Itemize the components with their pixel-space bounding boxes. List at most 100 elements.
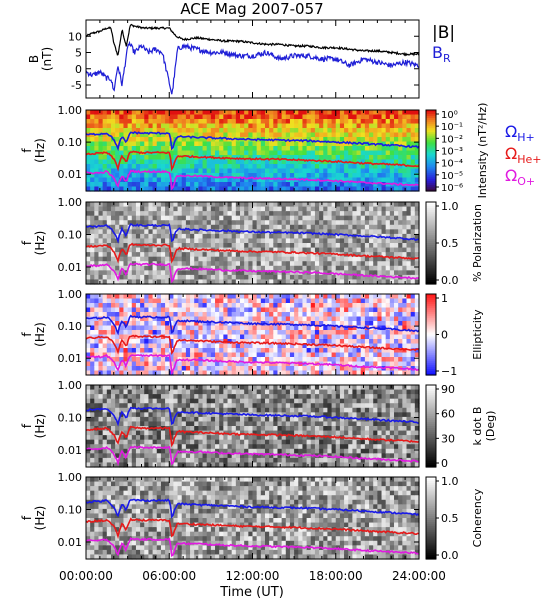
spectrogram-cell: [252, 211, 258, 217]
spectrogram-cell: [173, 173, 179, 179]
spectrogram-cell: [140, 279, 145, 285]
spectrogram-cell: [331, 132, 337, 138]
spectrogram-cell: [269, 330, 274, 336]
spectrogram-cell: [414, 150, 420, 156]
spectrogram-cell: [373, 146, 378, 152]
spectrogram-cell: [144, 412, 150, 418]
spectrogram-cell: [206, 343, 212, 349]
spectrogram-cell: [235, 177, 241, 183]
spectrogram-cell: [369, 182, 374, 188]
spectrogram-cell: [98, 298, 104, 304]
spectrogram-cell: [202, 132, 208, 138]
colorbar-cell: [426, 245, 436, 248]
spectrogram-cell: [198, 256, 204, 262]
spectrogram-cell: [302, 123, 308, 129]
spectrogram-cell: [310, 330, 316, 336]
spectrogram-cell: [144, 177, 150, 183]
spectrogram-cell: [294, 339, 299, 345]
spectrogram-cell: [131, 238, 137, 244]
spectrogram-cell: [273, 141, 279, 147]
spectrogram-cell: [294, 348, 299, 354]
spectrogram-cell: [98, 370, 104, 376]
spectrogram-cell: [215, 238, 220, 244]
spectrogram-cell: [102, 403, 108, 409]
spectrogram-cell: [144, 206, 150, 212]
colorbar-cell: [426, 210, 436, 213]
spectrogram-cell: [102, 123, 108, 129]
spectrogram-cell: [156, 348, 162, 354]
spectrogram-cell: [323, 357, 329, 363]
spectrogram-cell: [185, 261, 191, 267]
spectrogram-cell: [294, 294, 299, 300]
spectrogram-cell: [119, 168, 125, 174]
spectrogram-cell: [165, 114, 170, 120]
spectrogram-cell: [140, 389, 145, 395]
spectrogram-cell: [140, 164, 145, 170]
spectrogram-cell: [360, 321, 366, 327]
spectrogram-cell: [98, 114, 104, 120]
spectrogram-cell: [331, 348, 337, 354]
spectrogram-cell: [410, 168, 416, 174]
spectrogram-cell: [356, 224, 362, 230]
spectrogram-cell: [185, 182, 191, 188]
spectrogram-cell: [177, 206, 183, 212]
spectrogram-cell: [210, 298, 216, 304]
spectrogram-cell: [260, 146, 266, 152]
spectrogram-cell: [198, 330, 204, 336]
spectrogram-cell: [86, 256, 91, 262]
spectrogram-cell: [165, 416, 170, 423]
spectrogram-cell: [127, 339, 133, 345]
spectrogram-cell: [331, 370, 337, 376]
spectrogram-cell: [177, 385, 183, 391]
spectrogram-cell: [131, 186, 137, 192]
spectrogram-cell: [314, 261, 320, 267]
spectrogram-cell: [319, 173, 324, 179]
spectrogram-cell: [369, 330, 374, 336]
spectrogram-cell: [344, 370, 349, 376]
spectrogram-cell: [352, 177, 358, 183]
spectrogram-cell: [335, 141, 341, 147]
spectrogram-cell: [115, 352, 120, 358]
spectrogram-cell: [389, 243, 395, 249]
spectrogram-cell: [152, 155, 158, 161]
spectrogram-cell: [352, 132, 358, 138]
spectrogram-cell: [90, 247, 95, 253]
spectrogram-cell: [273, 182, 279, 188]
spectrogram-cell: [302, 243, 308, 249]
spectrogram-cell: [360, 224, 366, 230]
spectrogram-cell: [90, 128, 95, 134]
spectrogram-cell: [219, 316, 224, 322]
spectrogram-cell: [373, 252, 378, 258]
spectrogram-cell: [381, 110, 387, 116]
spectrogram-cell: [94, 247, 100, 253]
spectrogram-cell: [185, 186, 191, 192]
spectrogram-cell: [94, 206, 100, 212]
spectrogram-cell: [219, 206, 224, 212]
spectrogram-cell: [356, 182, 362, 188]
spectrogram-cell: [140, 247, 145, 253]
spectrogram-cell: [314, 168, 320, 174]
spectrogram-cell: [398, 270, 403, 276]
spectrogram-cell: [177, 412, 183, 418]
spectrogram-cell: [244, 243, 249, 249]
spectrogram-cell: [198, 334, 204, 340]
spectrogram-cell: [185, 229, 191, 235]
spectrogram-cell: [106, 398, 112, 404]
spectrogram-cell: [202, 256, 208, 262]
spectrogram-cell: [148, 398, 154, 404]
spectrogram-cell: [127, 256, 133, 262]
spectrogram-cell: [244, 164, 249, 170]
spectrogram-cell: [323, 229, 329, 235]
spectrogram-cell: [260, 247, 266, 253]
spectrogram-cell: [210, 343, 216, 349]
spectrogram-cell: [173, 110, 179, 116]
spectrogram-cell: [119, 173, 125, 179]
spectrogram-cell: [269, 182, 274, 188]
spectrogram-cell: [206, 164, 212, 170]
spectrogram-cell: [140, 146, 145, 152]
colorbar-label: Ellipticity: [471, 309, 484, 360]
spectrogram-cell: [127, 448, 133, 454]
spectrogram-cell: [406, 123, 412, 129]
spectrogram-cell: [231, 123, 237, 129]
spectrogram-cell: [244, 150, 249, 156]
